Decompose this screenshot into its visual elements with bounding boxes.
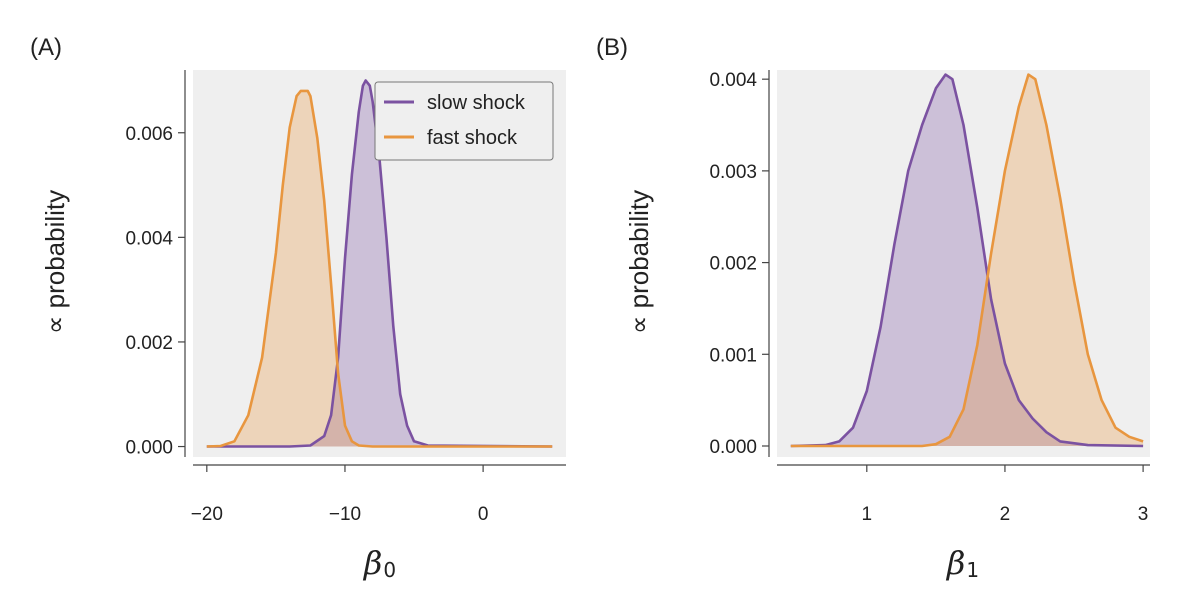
x-tick-label: 1 [862,504,873,525]
panel-a: (A) 0.000 0.002 0.004 0.006 −20 −10 0 ∝ proba… [30,34,566,582]
density-fills-a [206,80,553,447]
panel-label-b: (B) [596,34,628,61]
legend-label-fast-shock: fast shock [427,127,518,149]
density-fill-slow-shock-b [790,74,1144,446]
legend-label-slow-shock: slow shock [427,92,526,114]
density-fill-slow-shock-a [206,80,553,447]
density-line-slow-shock-a [206,79,553,448]
y-tick-label: 0.004 [125,228,173,249]
density-fills-b [790,74,1144,446]
x-ticks-b: 1 2 3 [862,465,1149,525]
x-axis-label-b: β1 [946,544,979,582]
y-axis-label-a: ∝ probability [40,190,70,334]
x-tick-label: 2 [1000,504,1011,525]
density-line-fast-shock-a [206,89,553,448]
plot-area-b [777,70,1150,457]
y-tick-label: 0.006 [125,124,173,145]
density-lines-b [790,73,1144,448]
y-tick-label: 0.002 [709,254,757,275]
x-ticks-a: −20 −10 0 [191,465,489,525]
y-tick-label: 0.000 [709,437,757,458]
density-line-slow-shock-b [790,73,1144,448]
x-tick-label: 0 [478,504,489,525]
x-tick-label: −10 [329,504,361,525]
y-tick-label: 0.001 [709,345,757,366]
x-tick-label: −20 [191,504,223,525]
legend-box [374,81,554,161]
density-fill-fast-shock-b [790,74,1144,446]
x-axis-label-a: β0 [363,544,396,582]
x-tick-label: 3 [1138,504,1149,525]
density-line-fast-shock-b [790,73,1144,448]
y-tick-label: 0.004 [709,70,757,91]
density-lines-a [206,79,553,448]
legend: slow shock fast shock [374,81,554,161]
panel-label-a: (A) [30,34,62,61]
y-tick-label: 0.000 [125,438,173,459]
y-ticks-b: 0.000 0.001 0.002 0.003 0.004 [709,70,769,458]
density-fill-fast-shock-a [206,90,553,447]
y-tick-label: 0.003 [709,162,757,183]
y-axis-label-b: ∝ probability [624,190,654,334]
y-ticks-a: 0.000 0.002 0.004 0.006 [125,124,185,459]
panel-b: (B) 0.000 0.001 0.002 0.003 0.004 1 2 3 ∝ prob… [596,34,1150,582]
y-tick-label: 0.002 [125,333,173,354]
